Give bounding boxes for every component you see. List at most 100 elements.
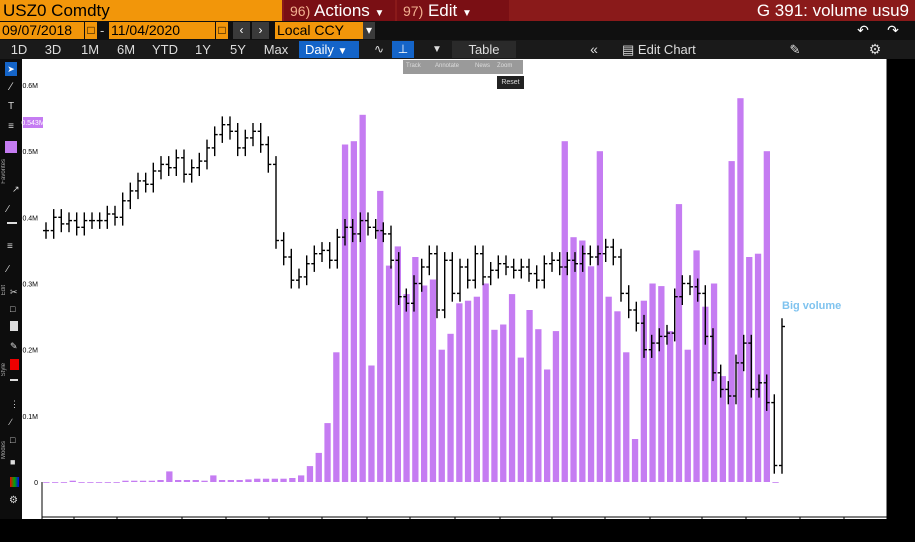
range-ytd[interactable]: YTD — [152, 42, 178, 57]
volume-bar — [271, 478, 278, 482]
range-max[interactable]: Max — [263, 42, 289, 57]
volume-bar — [658, 286, 665, 482]
price-bar — [748, 334, 755, 398]
bar-chart-icon[interactable]: ⊥ — [392, 41, 414, 58]
settings-small-icon[interactable]: ⚙ — [9, 495, 18, 506]
track-tab[interactable]: Track — [406, 63, 421, 69]
start-date-field[interactable]: 09/07/2018 — [0, 22, 84, 39]
price-bar — [702, 285, 709, 345]
reset-button[interactable]: Reset — [497, 76, 524, 89]
color-picker-icon[interactable] — [10, 359, 19, 370]
volume-bar — [104, 482, 111, 483]
volume-bar — [763, 151, 770, 482]
currency-field[interactable]: Local CCY — [275, 22, 363, 39]
left-tick-label: 0.5M — [22, 149, 38, 156]
copy-icon[interactable]: □ — [10, 304, 16, 314]
horizontal-line-icon[interactable] — [7, 222, 17, 224]
volume-bar — [394, 246, 401, 482]
chart-type-dropdown-icon[interactable]: ▼ — [432, 44, 442, 55]
price-bar — [564, 252, 571, 276]
volume-bar — [754, 253, 762, 482]
draw-line-icon[interactable]: ∕ — [10, 81, 12, 93]
redo-icon[interactable]: ↷ — [880, 22, 906, 39]
previous-period-button[interactable]: ‹ — [233, 22, 250, 39]
volume-bar — [649, 283, 656, 482]
volume-bar — [746, 257, 753, 482]
frequency-dropdown[interactable]: Daily ▼ — [299, 41, 359, 58]
range-3d[interactable]: 3D — [44, 42, 62, 57]
volume-bar — [385, 265, 393, 482]
volume-bar — [631, 439, 639, 482]
volume-bar — [667, 331, 674, 482]
price-bar — [242, 129, 249, 157]
line-style-icon[interactable]: ⋮ — [10, 399, 19, 409]
volume-bar — [728, 161, 735, 482]
left-tick-label: 0 — [34, 480, 38, 487]
actions-menu[interactable]: 96) Actions ▼ — [284, 0, 395, 21]
undo-icon[interactable]: ↶ — [850, 22, 876, 39]
zoom-tab[interactable]: Zoom — [497, 63, 513, 69]
mode-icon[interactable]: ■ — [10, 457, 16, 467]
price-bar — [687, 275, 693, 296]
text-icon[interactable]: T — [7, 101, 15, 112]
range-1d[interactable]: 1D — [10, 42, 28, 57]
volume-bar — [368, 365, 375, 482]
range-6m[interactable]: 6M — [116, 42, 136, 57]
range-5y[interactable]: 5Y — [230, 42, 246, 57]
fibonacci-icon[interactable]: ≡ — [8, 121, 14, 132]
x-tick-label: Oct 8 — [597, 522, 614, 529]
volume-bar — [157, 480, 164, 482]
price-bar — [58, 209, 65, 233]
cursor-icon[interactable]: ➤ — [5, 62, 17, 76]
x-tick-label: Aug 14 — [258, 522, 280, 529]
left-tick-label: 0.2M — [22, 348, 38, 355]
fill-icon[interactable]: □ — [10, 435, 16, 445]
palette-icon[interactable] — [10, 477, 19, 487]
x-tick-label: Aug 24 — [311, 522, 333, 529]
trash-icon[interactable] — [10, 321, 18, 331]
highlight-icon[interactable] — [5, 141, 17, 153]
annotate-tab[interactable]: Annotate — [435, 63, 460, 69]
hatch-icon[interactable]: ∕ — [10, 417, 12, 427]
volume-bar — [192, 480, 199, 482]
line-weight-icon[interactable] — [10, 379, 18, 381]
annotate-pencil-icon[interactable]: ✎ — [789, 42, 801, 57]
collapse-panel-icon[interactable]: « — [590, 41, 598, 57]
line-chart-icon[interactable]: ∿ — [373, 42, 385, 56]
price-bar — [495, 255, 502, 279]
edit-chart-button[interactable]: ▤ Edit Chart — [622, 41, 762, 58]
channel-icon[interactable]: ≡ — [7, 241, 13, 252]
brush-icon[interactable]: ✎ — [10, 341, 18, 351]
end-date-field[interactable]: 11/04/2020 — [109, 22, 215, 39]
volume-bar — [254, 478, 261, 482]
table-button[interactable]: Table — [452, 41, 516, 58]
volume-bar — [306, 466, 314, 482]
date-separator: - — [100, 23, 105, 38]
edit-menu[interactable]: 97) Edit ▼ — [397, 0, 509, 21]
volume-bar — [772, 482, 779, 483]
next-period-button[interactable]: › — [252, 22, 269, 39]
currency-dropdown-icon[interactable]: ▾ — [363, 22, 375, 39]
range-1m[interactable]: 1M — [80, 42, 100, 57]
caret-down-icon: ▼ — [462, 8, 472, 19]
calendar-icon[interactable]: □ — [216, 22, 228, 39]
trend-icon[interactable]: ↗ — [12, 184, 20, 194]
gear-icon[interactable]: ⚙ — [868, 41, 882, 57]
left-tick-label: 0.3M — [22, 282, 38, 289]
calendar-icon[interactable]: □ — [85, 22, 97, 39]
ruler-icon[interactable]: ∕ — [7, 204, 9, 215]
x-tick-label: Aug 31 — [356, 522, 378, 529]
volume-bar — [473, 296, 480, 482]
price-bar — [587, 245, 594, 266]
news-tab[interactable]: News — [475, 63, 491, 69]
price-bar — [395, 252, 402, 305]
price-bar — [196, 152, 203, 176]
x-tick-label: Jul 31 — [173, 522, 192, 529]
edit-menu-label: Edit — [427, 1, 458, 20]
price-bar — [173, 149, 180, 176]
security-field[interactable]: USZ0 Comdty — [0, 0, 282, 21]
pencil-icon[interactable]: ∕ — [7, 264, 9, 275]
range-1y[interactable]: 1Y — [195, 42, 211, 57]
volume-bar — [245, 479, 252, 482]
scissors-icon[interactable]: ✂ — [10, 287, 18, 297]
